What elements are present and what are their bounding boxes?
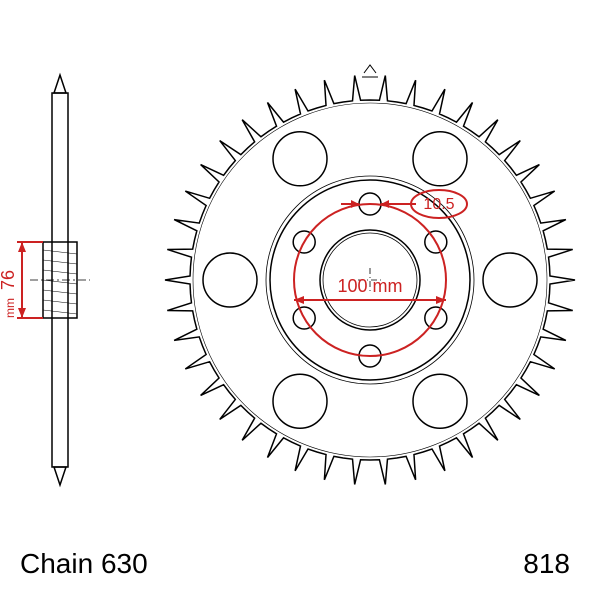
- sprocket-diagram: 76 mm 100 mm 10.5: [0, 0, 600, 600]
- svg-text:76: 76: [0, 270, 18, 290]
- svg-text:mm: mm: [3, 298, 17, 318]
- part-number: 818: [523, 548, 570, 580]
- svg-text:10.5: 10.5: [423, 196, 454, 213]
- chain-label: Chain 630: [20, 548, 148, 580]
- svg-text:100 mm: 100 mm: [337, 276, 402, 296]
